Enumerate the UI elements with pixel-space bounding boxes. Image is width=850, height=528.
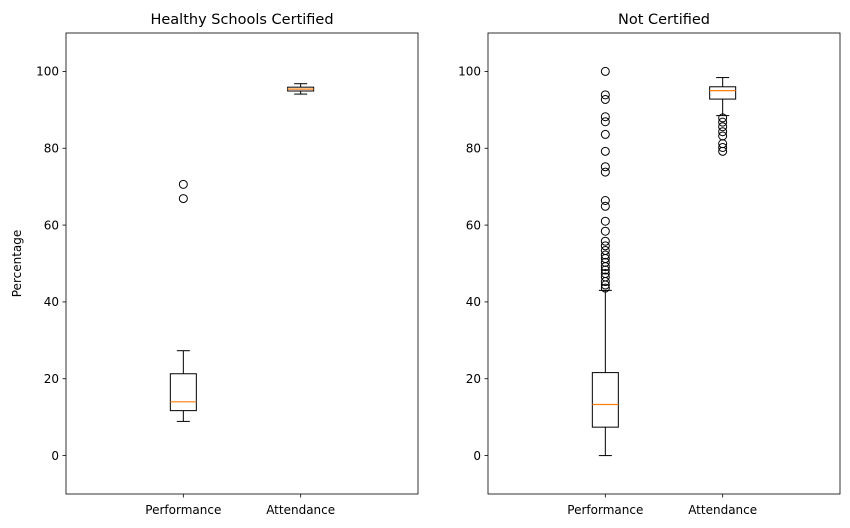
chart-2-ytick-label: 80: [466, 141, 481, 155]
chart-2-title: Not Certified: [618, 12, 710, 28]
chart-2-box-1-outlier-point: [600, 112, 610, 122]
chart-2-box-1-outlier-point: [600, 226, 610, 236]
chart-2-box-1-outlier-point: [600, 129, 610, 139]
chart-2-box-1-outlier-point: [600, 257, 610, 267]
chart-1-box-1-outlier-point: [178, 194, 188, 204]
chart-2-box-2-outlier-point: [718, 127, 728, 137]
chart-2-box-1-outlier-point: [600, 201, 610, 211]
chart-1-box-1-iqr: [169, 373, 197, 412]
chart-2-box-2-outlier-point: [718, 113, 728, 123]
chart-2-box-1-outlier-point: [600, 195, 610, 205]
chart-1-xtick-label: Performance: [145, 503, 221, 517]
chart-2-box-1-outlier-point: [600, 90, 610, 100]
chart-2-box-1-outlier-point: [600, 117, 610, 127]
chart-2-box-1-iqr: [591, 372, 619, 428]
chart-1-axes-frame: [65, 32, 419, 495]
chart-1-ytick-label: 100: [36, 65, 59, 79]
chart-2-xtick-label: Performance: [567, 503, 643, 517]
chart-2-box-2-outlier-point: [718, 131, 728, 141]
chart-2-box-1-outlier-point: [600, 216, 610, 226]
chart-2-ytick-label: 0: [473, 449, 481, 463]
chart-2-box-1-outlier-point: [600, 272, 610, 282]
chart-1-ylabel: Percentage: [10, 230, 24, 298]
chart-2-ytick-label: 60: [466, 218, 481, 232]
chart-1-box-1-outlier-point: [178, 179, 188, 189]
chart-2-axes-frame: [487, 32, 841, 495]
chart-2-box-1-outlier-point: [600, 94, 610, 104]
chart-2-ytick-label: 100: [458, 65, 481, 79]
chart-1-ytick-label: 80: [44, 141, 59, 155]
chart-2-box-2-outlier-point: [718, 117, 728, 127]
chart-2-xtick-label: Attendance: [688, 503, 757, 517]
chart-1-ytick-label: 60: [44, 218, 59, 232]
chart-2-box-1-outlier-point: [600, 268, 610, 278]
chart-2-ytick-label: 40: [466, 295, 481, 309]
chart-2-box-1-outlier-point: [600, 241, 610, 251]
chart-2-box-1-outlier-point: [600, 167, 610, 177]
chart-2-box-2-outlier-point: [718, 142, 728, 152]
chart-1-title: Healthy Schools Certified: [150, 12, 333, 28]
chart-2-box-2-outlier-point: [718, 122, 728, 132]
chart-2-box-1-outlier-point: [600, 245, 610, 255]
chart-1-ytick-label: 40: [44, 295, 59, 309]
chart-1-xtick-label: Attendance: [266, 503, 335, 517]
chart-2-ytick-label: 20: [466, 372, 481, 386]
chart-1-ytick-label: 0: [51, 449, 59, 463]
chart-1-ytick-label: 20: [44, 372, 59, 386]
chart-2-box-1-outlier-point: [600, 66, 610, 76]
chart-2-box-1-outlier-point: [600, 283, 610, 293]
chart-2-box-1-outlier-point: [600, 250, 610, 260]
chart-2-box-1-outlier-point: [600, 162, 610, 172]
chart-2-box-1-outlier-point: [600, 236, 610, 246]
chart-2-box-1-outlier-point: [600, 146, 610, 156]
chart-2-box-2-iqr: [709, 86, 737, 100]
